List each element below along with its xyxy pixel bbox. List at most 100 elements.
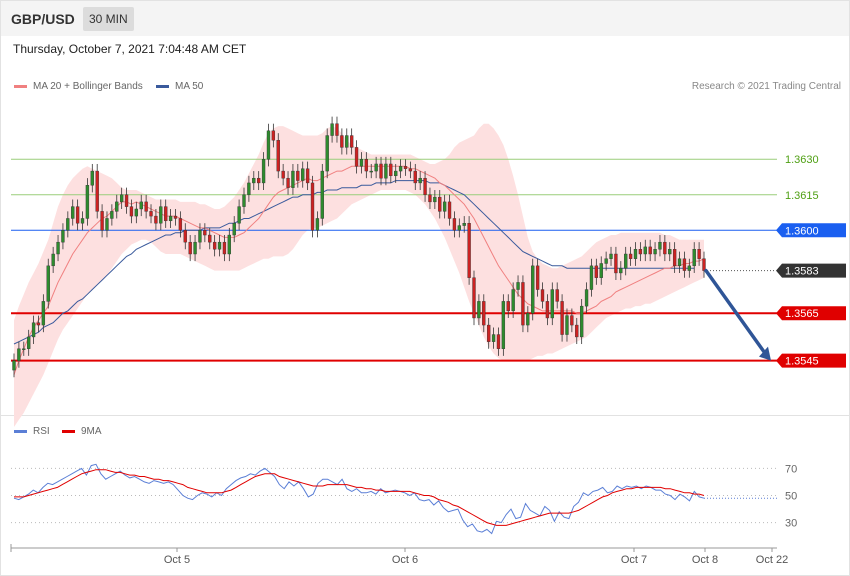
candle-body: [301, 168, 305, 181]
candle: [149, 204, 153, 224]
candle: [457, 218, 461, 238]
candle-body: [633, 249, 638, 259]
candle: [105, 211, 109, 238]
candle-body: [482, 301, 486, 326]
candle-body: [506, 301, 510, 312]
rsi-tick-50: 50: [785, 491, 797, 503]
candle-body: [237, 206, 241, 224]
candle-body: [124, 194, 129, 207]
candle-body: [144, 201, 148, 212]
candle-body: [261, 159, 266, 184]
candle-body: [315, 218, 320, 231]
candle: [119, 187, 124, 209]
interval-button[interactable]: 30 MIN: [83, 7, 134, 31]
candle-body: [266, 130, 271, 160]
candle-body: [545, 301, 550, 319]
candle: [540, 282, 545, 309]
candle: [570, 308, 574, 333]
candle-body: [22, 348, 26, 350]
candle: [340, 128, 344, 155]
legend-ma20-bb: MA 20 + Bollinger Bands: [14, 81, 143, 92]
candle: [384, 156, 388, 186]
candle-body: [462, 222, 466, 226]
candle: [17, 341, 21, 368]
rsi-9ma-line: [14, 469, 705, 526]
chart-header: [1, 1, 849, 36]
candle: [633, 242, 638, 266]
candle: [692, 242, 696, 273]
candle: [535, 258, 540, 297]
candle: [266, 123, 271, 167]
candle: [188, 235, 192, 262]
candle-body: [628, 253, 633, 259]
candle-body: [310, 182, 315, 231]
candle-body: [438, 196, 442, 212]
candle-body: [46, 265, 50, 302]
candle-body: [276, 140, 280, 172]
candle: [286, 171, 290, 195]
candle: [41, 294, 46, 333]
candle-body: [638, 249, 643, 255]
candle-body: [85, 185, 90, 219]
candle-body: [159, 206, 163, 224]
candle-body: [535, 265, 540, 290]
candle-body: [609, 253, 613, 259]
forecast-arrow-shaft: [704, 268, 768, 357]
candle: [648, 239, 652, 262]
candle-body: [242, 194, 246, 207]
candle: [658, 235, 662, 257]
candle-body: [17, 348, 21, 361]
candle: [584, 282, 589, 314]
candle-body: [565, 315, 569, 335]
candle-body: [110, 211, 114, 219]
candle: [472, 270, 476, 326]
candle: [222, 235, 227, 262]
candle: [442, 194, 447, 219]
candle-body: [247, 182, 251, 195]
candle: [359, 152, 364, 174]
candle: [521, 275, 525, 333]
candle: [271, 123, 276, 148]
candle-body: [115, 201, 119, 212]
ma50-swatch: [156, 85, 169, 88]
candle: [208, 227, 212, 250]
level-tag-1-3583: [776, 263, 846, 278]
candle: [12, 353, 16, 378]
candle: [653, 242, 657, 262]
candle: [247, 175, 251, 202]
candle-body: [51, 253, 55, 267]
candle-body: [208, 234, 212, 243]
candle-body: [672, 249, 677, 267]
level-label-1-3565: 1.3565: [785, 308, 819, 320]
candle: [164, 199, 168, 228]
x-tick-label: Oct 8: [692, 554, 718, 566]
panel-divider: [0, 415, 850, 416]
candle: [526, 306, 530, 333]
candle: [663, 235, 667, 262]
candle: [403, 159, 408, 176]
candle-body: [442, 201, 447, 212]
candle-body: [663, 241, 667, 255]
candle-body: [257, 177, 261, 184]
candle-body: [296, 170, 300, 181]
candle-body: [374, 163, 378, 172]
candle: [134, 201, 139, 224]
candle: [212, 235, 217, 257]
candle-body: [531, 265, 535, 314]
candle-body: [364, 159, 369, 172]
candle: [261, 152, 266, 191]
candle-body: [677, 258, 682, 267]
candle-body: [428, 194, 432, 203]
candle-body: [61, 230, 65, 243]
candle: [61, 223, 65, 250]
candle: [51, 246, 55, 273]
candle-body: [320, 170, 324, 219]
candle: [31, 315, 36, 345]
candle-body: [188, 241, 192, 255]
candle-body: [164, 206, 168, 222]
ma20-legend-label: MA 20 + Bollinger Bands: [33, 81, 143, 92]
candle: [168, 208, 173, 228]
candle-body: [349, 135, 354, 148]
candle-body: [149, 211, 153, 217]
candle-body: [291, 170, 295, 188]
